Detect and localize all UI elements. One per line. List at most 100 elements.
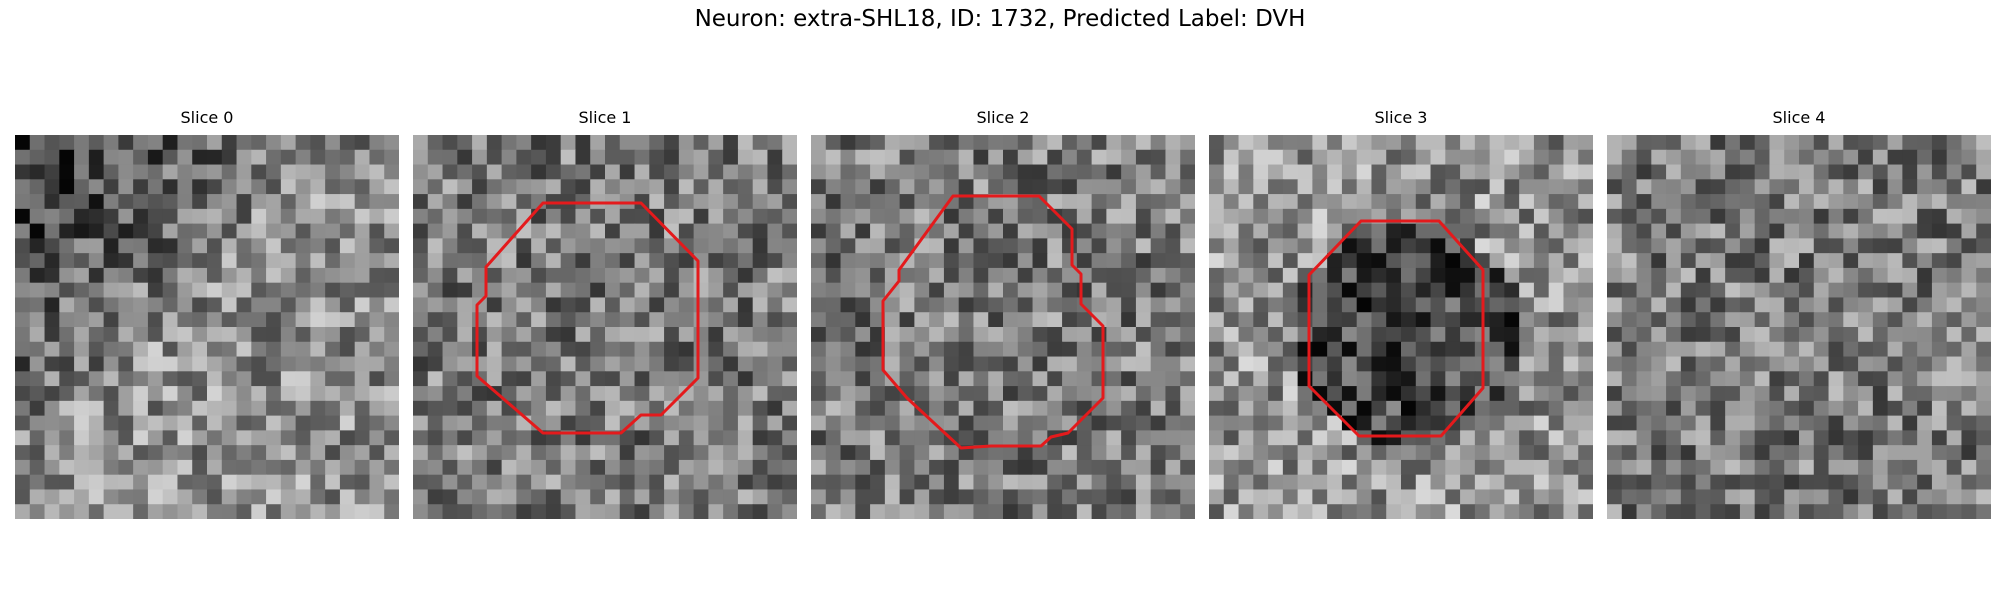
pixel-cell	[1371, 430, 1386, 445]
pixel-cell	[1563, 150, 1578, 165]
pixel-cell	[1504, 445, 1519, 460]
pixel-cell	[118, 297, 133, 312]
pixel-cell	[929, 460, 944, 475]
pixel-cell	[679, 194, 694, 209]
pixel-cell	[1549, 150, 1564, 165]
pixel-cell	[1607, 357, 1622, 372]
pixel-cell	[148, 209, 163, 224]
pixel-cell	[1180, 135, 1195, 150]
pixel-cell	[738, 386, 753, 401]
pixel-cell	[251, 489, 266, 504]
pixel-cell	[811, 460, 826, 475]
pixel-cell	[546, 268, 561, 283]
pixel-cell	[1769, 371, 1784, 386]
pixel-cell	[251, 445, 266, 460]
pixel-cell	[753, 371, 768, 386]
pixel-cell	[1784, 283, 1799, 298]
pixel-cell	[310, 283, 325, 298]
pixel-cell	[1033, 209, 1048, 224]
pixel-cell	[1106, 327, 1121, 342]
pixel-cell	[1519, 224, 1534, 239]
pixel-cell	[1976, 253, 1991, 268]
pixel-cell	[1062, 135, 1077, 150]
pixel-cell	[1504, 416, 1519, 431]
pixel-cell	[457, 312, 472, 327]
pixel-cell	[237, 312, 252, 327]
pixel-cell	[266, 430, 281, 445]
pixel-cell	[281, 489, 296, 504]
pixel-cell	[1357, 386, 1372, 401]
pixel-cell	[635, 489, 650, 504]
pixel-cell	[1829, 504, 1844, 519]
pixel-cell	[1283, 209, 1298, 224]
pixel-cell	[590, 283, 605, 298]
pixel-cell	[561, 297, 576, 312]
pixel-cell	[296, 253, 311, 268]
pixel-cell	[944, 489, 959, 504]
pixel-cell	[1563, 179, 1578, 194]
pixel-cell	[1725, 209, 1740, 224]
pixel-cell	[944, 504, 959, 519]
pixel-cell	[59, 283, 74, 298]
pixel-cell	[1312, 489, 1327, 504]
pixel-cell	[118, 238, 133, 253]
pixel-cell	[929, 253, 944, 268]
pixel-cell	[1312, 342, 1327, 357]
pixel-cell	[296, 371, 311, 386]
pixel-cell	[148, 371, 163, 386]
pixel-cell	[1873, 342, 1888, 357]
pixel-cell	[753, 342, 768, 357]
pixel-cell	[487, 283, 502, 298]
pixel-cell	[679, 416, 694, 431]
pixel-cell	[1224, 135, 1239, 150]
pixel-cell	[679, 283, 694, 298]
pixel-cell	[1784, 416, 1799, 431]
pixel-cell	[281, 224, 296, 239]
pixel-cell	[1136, 194, 1151, 209]
pixel-cell	[988, 475, 1003, 490]
pixel-cell	[855, 224, 870, 239]
pixel-cell	[708, 150, 723, 165]
pixel-cell	[1829, 460, 1844, 475]
pixel-cell	[15, 135, 30, 150]
pixel-cell	[222, 268, 237, 283]
pixel-cell	[782, 165, 797, 180]
pixel-cell	[782, 253, 797, 268]
pixel-cell	[89, 357, 104, 372]
pixel-cell	[973, 283, 988, 298]
pixel-cell	[296, 165, 311, 180]
pixel-cell	[1769, 416, 1784, 431]
pixel-cell	[1151, 209, 1166, 224]
pixel-cell	[1563, 489, 1578, 504]
pixel-cell	[1961, 386, 1976, 401]
pixel-cell	[900, 209, 915, 224]
pixel-cell	[1622, 209, 1637, 224]
pixel-cell	[413, 342, 428, 357]
pixel-cell	[782, 194, 797, 209]
pixel-cell	[694, 135, 709, 150]
pixel-cell	[1799, 342, 1814, 357]
pixel-cell	[1357, 327, 1372, 342]
pixel-cell	[561, 342, 576, 357]
pixel-cell	[1843, 194, 1858, 209]
pixel-cell	[841, 327, 856, 342]
pixel-cell	[1888, 504, 1903, 519]
pixel-cell	[679, 342, 694, 357]
pixel-cell	[944, 342, 959, 357]
pixel-cell	[605, 445, 620, 460]
pixel-cell	[1829, 209, 1844, 224]
pixel-cell	[59, 475, 74, 490]
pixel-cell	[694, 460, 709, 475]
pixel-cell	[929, 371, 944, 386]
pixel-cell	[384, 460, 399, 475]
pixel-cell	[1769, 224, 1784, 239]
pixel-cell	[1829, 253, 1844, 268]
pixel-cell	[1504, 224, 1519, 239]
pixel-cell	[811, 135, 826, 150]
pixel-cell	[870, 401, 885, 416]
pixel-cell	[413, 312, 428, 327]
pixel-cell	[1239, 194, 1254, 209]
pixel-cell	[355, 342, 370, 357]
pixel-cell	[1858, 179, 1873, 194]
pixel-cell	[531, 342, 546, 357]
